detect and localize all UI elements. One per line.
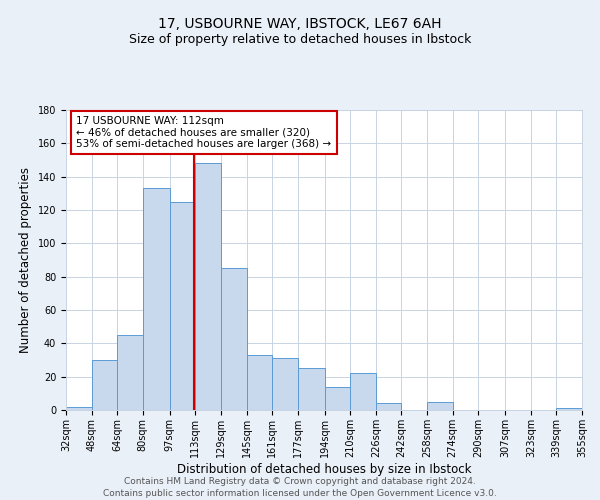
Bar <box>221 268 247 410</box>
Bar <box>247 355 272 410</box>
Text: 17, USBOURNE WAY, IBSTOCK, LE67 6AH: 17, USBOURNE WAY, IBSTOCK, LE67 6AH <box>158 18 442 32</box>
Y-axis label: Number of detached properties: Number of detached properties <box>19 167 32 353</box>
Text: Contains HM Land Registry data © Crown copyright and database right 2024.
Contai: Contains HM Land Registry data © Crown c… <box>103 476 497 498</box>
Bar <box>143 188 170 410</box>
Bar <box>92 360 117 410</box>
Bar <box>117 335 143 410</box>
Bar <box>272 358 298 410</box>
Bar <box>325 386 350 410</box>
Bar <box>350 374 376 410</box>
Bar <box>298 368 325 410</box>
X-axis label: Distribution of detached houses by size in Ibstock: Distribution of detached houses by size … <box>177 462 471 475</box>
Bar <box>170 202 196 410</box>
Bar <box>376 404 401 410</box>
Bar <box>66 406 92 410</box>
Text: Size of property relative to detached houses in Ibstock: Size of property relative to detached ho… <box>129 32 471 46</box>
Bar <box>427 402 452 410</box>
Text: 17 USBOURNE WAY: 112sqm
← 46% of detached houses are smaller (320)
53% of semi-d: 17 USBOURNE WAY: 112sqm ← 46% of detache… <box>76 116 331 149</box>
Bar <box>556 408 582 410</box>
Bar <box>196 164 221 410</box>
